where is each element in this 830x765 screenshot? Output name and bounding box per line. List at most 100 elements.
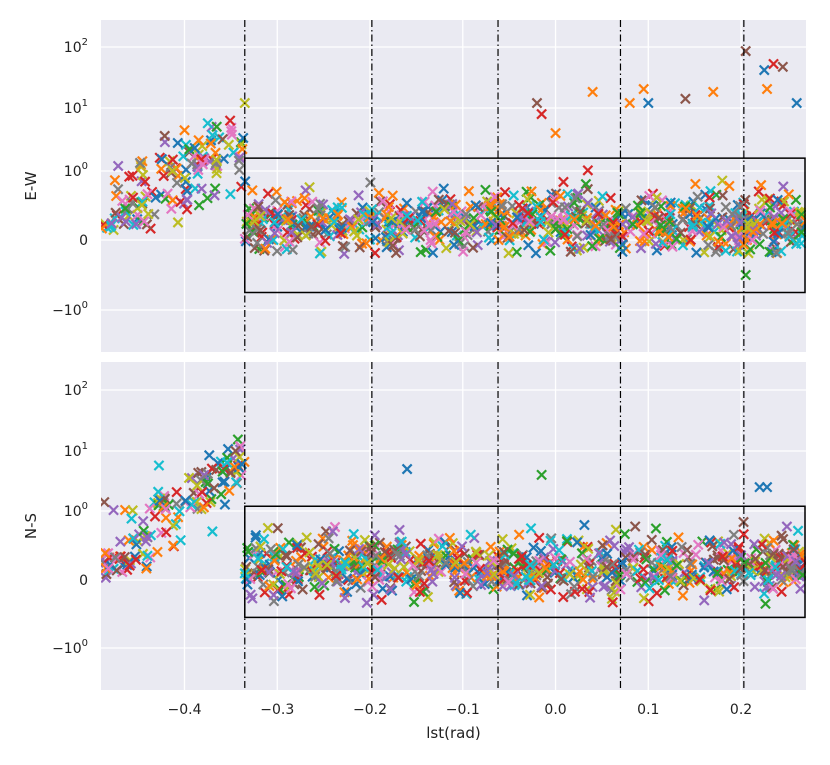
data-point <box>685 234 697 246</box>
data-point <box>690 178 701 190</box>
data-point <box>401 463 413 475</box>
data-point <box>272 522 284 534</box>
data-point <box>485 206 497 217</box>
data-point <box>230 476 242 488</box>
data-point <box>153 460 165 471</box>
data-point <box>617 218 629 230</box>
data-point <box>680 203 692 214</box>
data-point <box>179 172 191 184</box>
data-point <box>518 224 530 236</box>
y-tick-label: 100 <box>64 161 88 180</box>
data-point <box>610 524 622 536</box>
y-tick-label: 101 <box>64 441 88 460</box>
data-point <box>312 560 324 571</box>
data-point <box>762 574 774 586</box>
data-point <box>776 530 787 542</box>
data-point <box>777 61 789 73</box>
data-point <box>665 200 676 212</box>
data-point <box>207 526 218 537</box>
data-point <box>373 187 385 199</box>
data-point <box>159 130 171 142</box>
x-axis-label: lst(rad) <box>426 724 480 742</box>
data-point <box>174 505 185 517</box>
data-point <box>341 573 353 584</box>
data-point <box>222 443 234 455</box>
data-point <box>521 590 533 601</box>
data-point <box>671 233 682 245</box>
data-point <box>152 486 164 498</box>
data-point <box>483 232 495 243</box>
data-point <box>580 178 592 190</box>
data-point <box>677 590 689 601</box>
data-point <box>115 536 126 548</box>
data-point <box>516 550 528 562</box>
data-point <box>558 176 569 188</box>
data-point <box>425 234 436 246</box>
data-point <box>426 576 438 588</box>
data-point <box>297 584 308 595</box>
data-point <box>750 553 761 565</box>
data-point <box>189 142 201 154</box>
data-point <box>401 197 413 209</box>
data-point <box>508 190 520 201</box>
x-tick-label: 0.1 <box>637 702 659 718</box>
data-point <box>536 469 548 481</box>
data-point <box>644 583 655 594</box>
data-point <box>707 86 719 98</box>
data-point <box>590 220 602 232</box>
data-point <box>788 543 800 555</box>
data-point <box>106 217 117 229</box>
data-point <box>105 220 117 232</box>
data-point <box>138 525 150 537</box>
data-point <box>761 481 773 493</box>
data-point <box>252 201 264 213</box>
data-point <box>427 247 439 259</box>
data-point <box>742 222 753 234</box>
data-point <box>375 196 386 207</box>
data-point <box>396 536 408 547</box>
data-point <box>512 565 523 577</box>
data-point <box>535 211 547 222</box>
data-point <box>760 557 772 569</box>
data-point <box>223 485 235 497</box>
data-point <box>437 540 448 552</box>
x-tick-label: 0.2 <box>730 702 752 718</box>
data-point <box>160 526 172 538</box>
data-point <box>490 219 502 231</box>
data-point <box>718 221 729 233</box>
data-point <box>528 542 539 553</box>
data-point <box>456 540 468 552</box>
panel-top: 102 101 100 0 −100 E-W <box>22 20 806 352</box>
data-point <box>205 138 217 149</box>
data-point <box>470 557 482 568</box>
data-point <box>269 216 280 228</box>
data-point <box>524 589 536 601</box>
data-point <box>638 563 649 575</box>
data-point <box>127 505 139 516</box>
data-point <box>312 203 324 214</box>
data-point <box>666 541 677 553</box>
data-point <box>564 568 576 580</box>
data-point <box>167 194 179 206</box>
data-point <box>412 215 424 226</box>
data-point <box>650 523 662 534</box>
data-point <box>507 219 519 231</box>
data-point <box>449 227 461 239</box>
data-point <box>191 480 203 491</box>
data-point <box>408 596 420 608</box>
data-point <box>265 543 277 555</box>
data-point <box>427 186 439 198</box>
data-point <box>550 127 561 139</box>
data-point <box>571 536 583 548</box>
data-point <box>281 561 293 573</box>
data-point <box>690 247 702 259</box>
data-point <box>632 200 644 212</box>
data-point <box>448 239 460 251</box>
data-point <box>605 233 617 245</box>
data-point <box>165 203 177 215</box>
data-point <box>160 503 172 515</box>
data-point <box>651 587 663 599</box>
data-point <box>702 239 714 251</box>
data-point <box>127 170 138 182</box>
data-point <box>310 567 322 579</box>
